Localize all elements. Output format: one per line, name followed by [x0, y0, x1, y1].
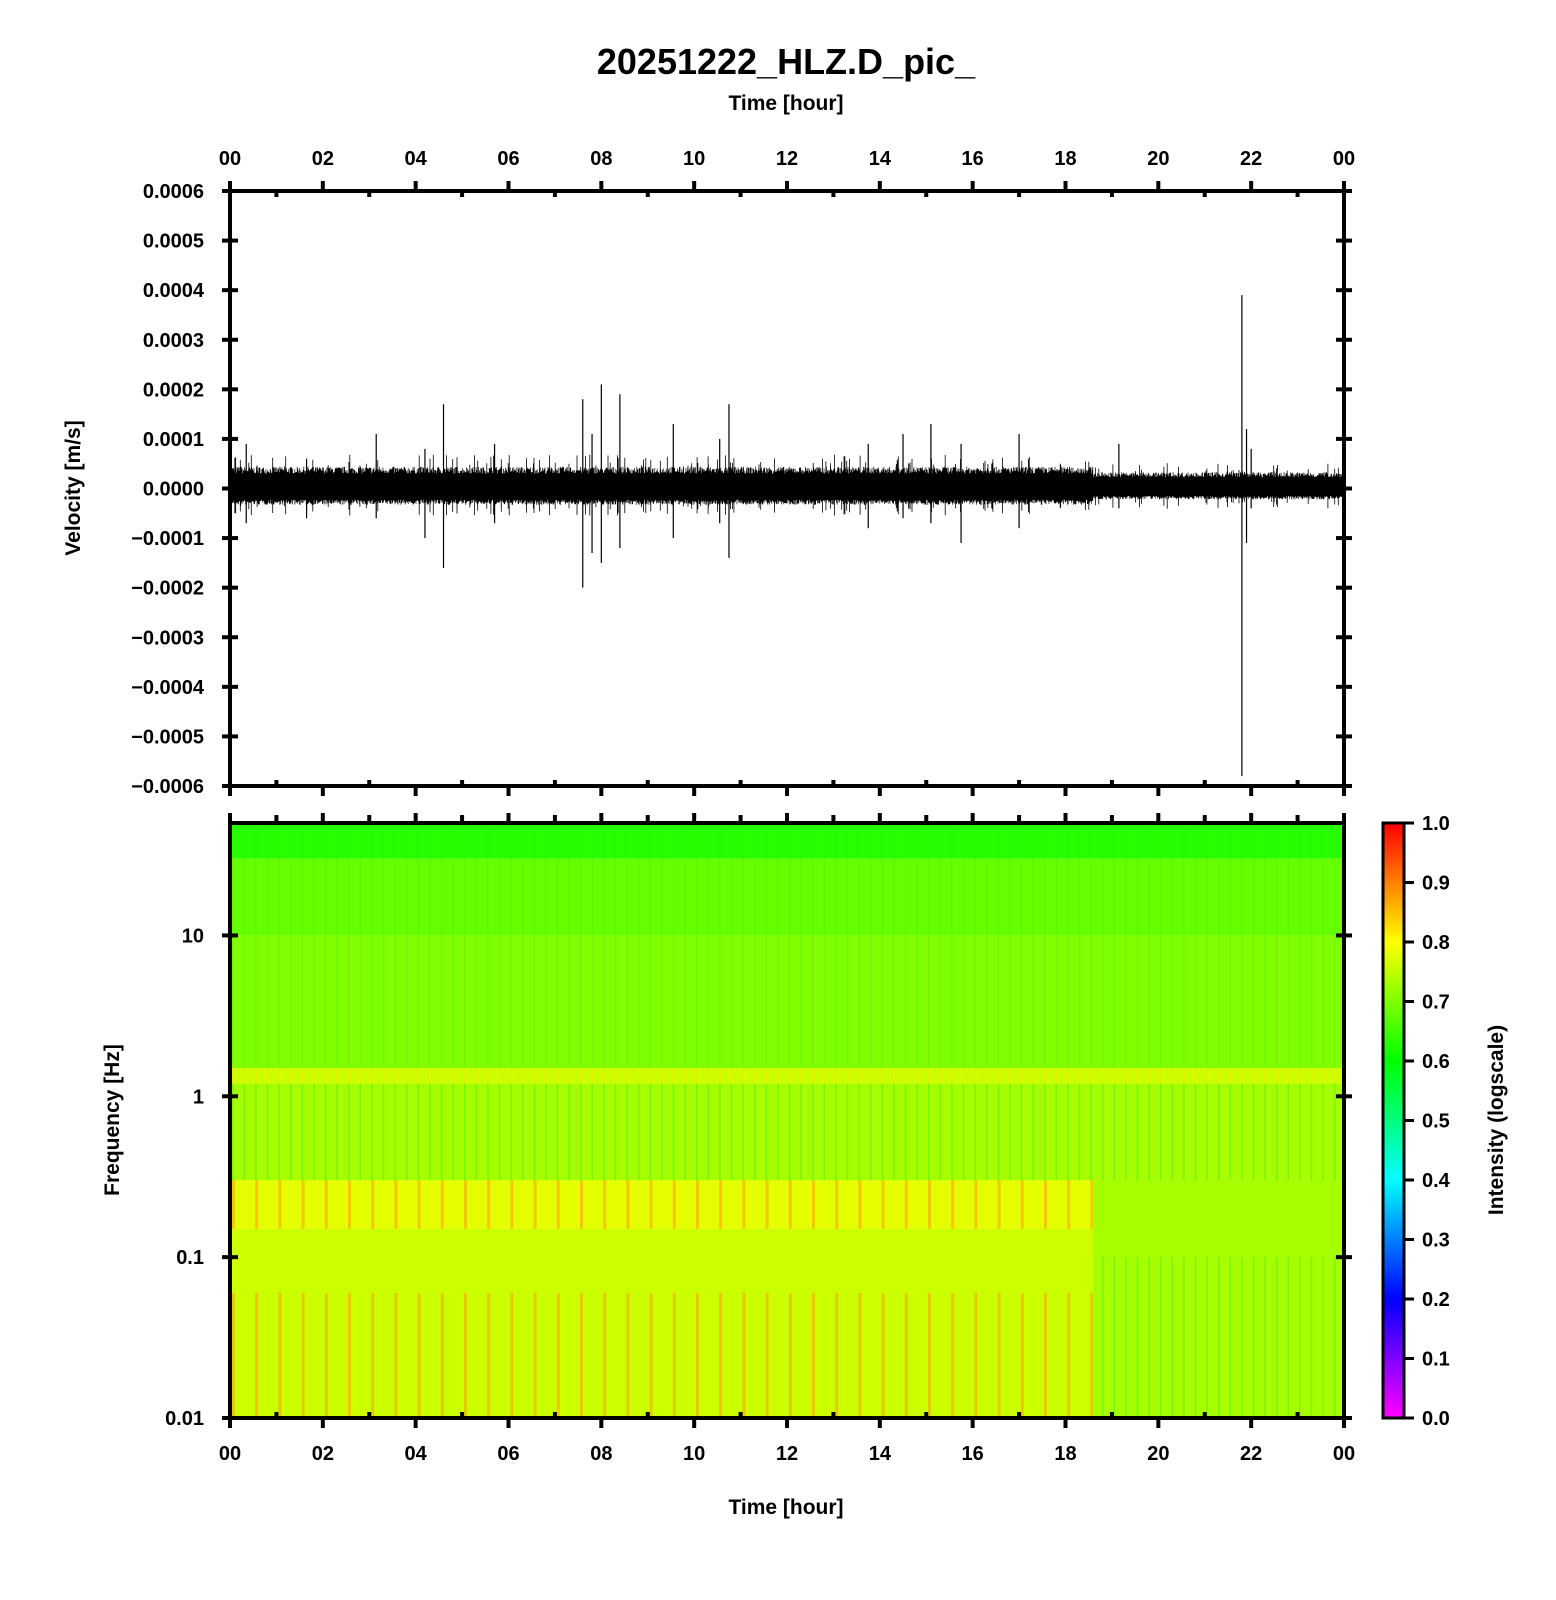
- spectrogram-x-tick-label: 06: [497, 1443, 519, 1465]
- waveform-y-tick-label: 0.0004: [143, 280, 205, 302]
- waveform-x-tick-label: 10: [683, 148, 705, 170]
- spectrogram-x-tick-label: 12: [776, 1443, 798, 1465]
- waveform-x-tick-label: 18: [1054, 148, 1076, 170]
- colorbar-tick-label: 0.5: [1422, 1111, 1450, 1133]
- waveform-x-tick-label: 00: [219, 148, 241, 170]
- spectrogram-y-tick-label: 10: [182, 925, 204, 947]
- spectrogram-stripes-mid: [230, 1084, 1344, 1181]
- spectrogram-x-tick-label: 20: [1147, 1443, 1169, 1465]
- waveform-x-tick-label: 08: [590, 148, 612, 170]
- spectrogram-x-tick-label: 00: [219, 1443, 241, 1465]
- waveform-y-tick-label: 0.0005: [143, 231, 204, 253]
- waveform-x-tick-label: 04: [405, 148, 428, 170]
- spectrogram-stripes-orange: [230, 1180, 1093, 1228]
- colorbar-tick-label: 0.4: [1422, 1170, 1451, 1192]
- waveform-x-tick-label: 02: [312, 148, 334, 170]
- spectrogram-y-tick-label: 1: [193, 1086, 204, 1108]
- colorbar-tick-label: 0.9: [1422, 873, 1450, 895]
- waveform-x-tick-label: 16: [962, 148, 984, 170]
- waveform-y-tick-label: 0.0000: [143, 479, 204, 501]
- waveform-y-tick-label: −0.0005: [131, 726, 204, 748]
- spectrogram-x-tick-label: 18: [1054, 1443, 1076, 1465]
- waveform-y-tick-label: 0.0006: [143, 181, 204, 203]
- colorbar-tick-label: 0.3: [1422, 1230, 1450, 1252]
- waveform-x-tick-label: 14: [869, 148, 892, 170]
- spectrogram-y-axis-label: Frequency [Hz]: [101, 1044, 124, 1196]
- colorbar-ticks: 1.0 0.9 0.8 0.7 0.6 0.5 0.4 0.3 0.2 0.1 0.0: [1404, 813, 1451, 1430]
- waveform-y-tick-label: −0.0001: [131, 528, 204, 550]
- colorbar-tick-label: 0.2: [1422, 1289, 1450, 1311]
- colorbar-tick-label: 0.8: [1422, 932, 1450, 954]
- spectrogram-stripes-low: [230, 1293, 1093, 1418]
- spectrogram-x-tick-label: 14: [869, 1443, 892, 1465]
- colorbar-gradient: [1383, 823, 1404, 1418]
- colorbar-label: Intensity (logscale): [1485, 1025, 1508, 1215]
- spectrogram-x-tick-label: 22: [1240, 1443, 1262, 1465]
- waveform-y-tick-label: −0.0002: [131, 578, 204, 600]
- waveform-panel: 00 02 04 06 08 10 12 14 16 18 20 22 00 0.0006 0.0005 0.…: [62, 148, 1355, 798]
- waveform-x-tick-label: 06: [497, 148, 519, 170]
- waveform-y-tick-label: 0.0001: [143, 429, 204, 451]
- spectrogram-y-tick-label: 0.1: [176, 1247, 204, 1269]
- spectrogram-x-tick-label: 10: [683, 1443, 705, 1465]
- waveform-x-tick-label: 22: [1240, 148, 1262, 170]
- waveform-y-axis-label: Velocity [m/s]: [62, 420, 85, 555]
- chart-title: 20251222_HLZ.D_pic_: [597, 41, 976, 82]
- waveform-plot-area: [230, 295, 1344, 776]
- waveform-y-tick-label: −0.0003: [131, 627, 204, 649]
- waveform-x-tick-label: 20: [1147, 148, 1169, 170]
- waveform-y-tick-label: 0.0002: [143, 379, 204, 401]
- waveform-y-tick-label: 0.0003: [143, 330, 204, 352]
- spectrogram-y-tick-label: 0.01: [165, 1408, 204, 1430]
- spectrogram-x-axis-label: Time [hour]: [728, 1496, 843, 1519]
- waveform-x-tick-label: 00: [1333, 148, 1355, 170]
- spectrogram-stripes-high: [230, 823, 1344, 1068]
- colorbar-tick-label: 0.7: [1422, 992, 1450, 1014]
- waveform-y-tick-label: −0.0006: [131, 776, 204, 798]
- waveform-y-tick-label: −0.0004: [131, 677, 205, 699]
- spectrogram-x-tick-label: 08: [590, 1443, 612, 1465]
- spectrogram-stripes-1hz: [230, 1068, 1344, 1084]
- spectrogram-stripes-late: [1093, 1257, 1344, 1418]
- colorbar: 1.0 0.9 0.8 0.7 0.6 0.5 0.4 0.3 0.2 0.1 0.0 Intens…: [1383, 813, 1508, 1430]
- colorbar-tick-label: 1.0: [1422, 813, 1450, 835]
- colorbar-tick-label: 0.1: [1422, 1349, 1450, 1371]
- colorbar-tick-label: 0.6: [1422, 1051, 1450, 1073]
- spectrogram-plot-area: [230, 823, 1344, 1418]
- waveform-x-tick-label: 12: [776, 148, 798, 170]
- top-x-axis-label: Time [hour]: [728, 92, 843, 115]
- colorbar-tick-label: 0.0: [1422, 1408, 1450, 1430]
- spectrogram-x-tick-label: 00: [1333, 1443, 1355, 1465]
- spectrogram-x-tick-label: 04: [405, 1443, 428, 1465]
- waveform-noise-segment-0: [230, 467, 1093, 505]
- spectrogram-x-tick-label: 16: [962, 1443, 984, 1465]
- spectrogram-x-tick-label: 02: [312, 1443, 334, 1465]
- spectrogram-panel: 00 02 04 06 08 10 12 14 16 18 20 22 00 10 1 0.1 0.01 Fre…: [101, 813, 1355, 1519]
